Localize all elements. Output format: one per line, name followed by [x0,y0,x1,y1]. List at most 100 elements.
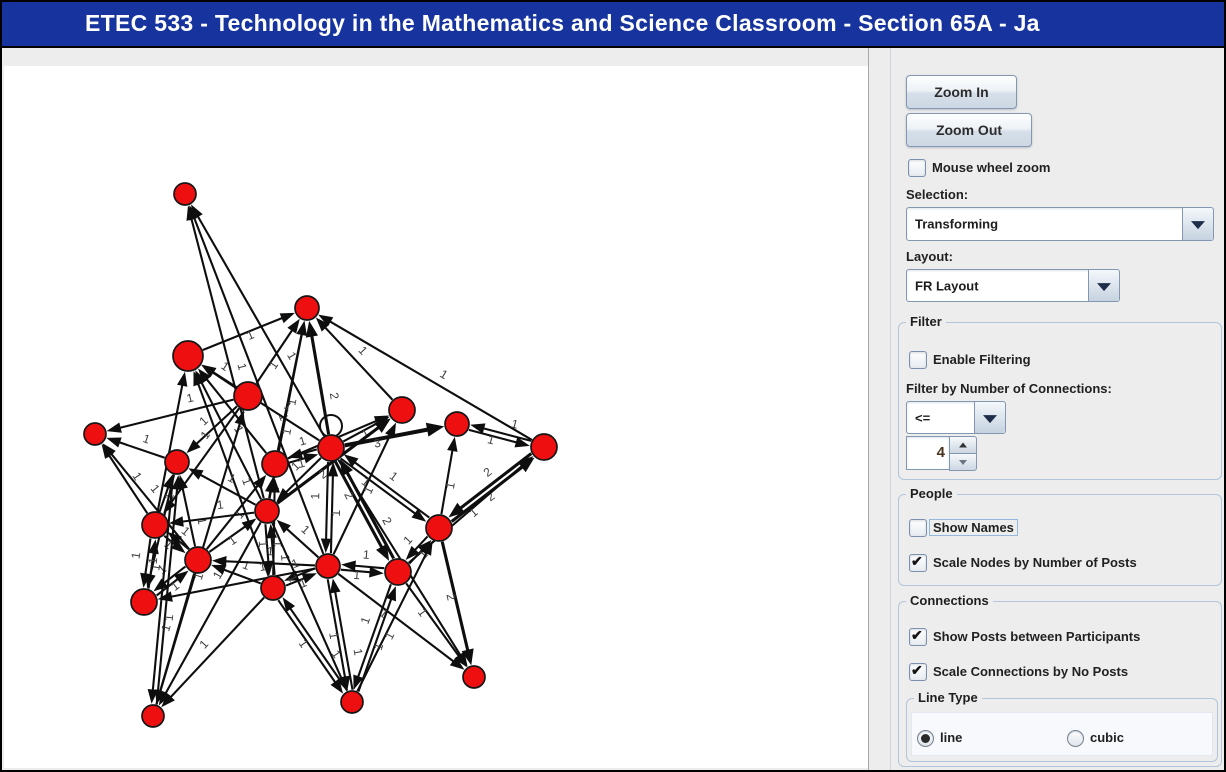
checkbox-icon[interactable] [909,351,927,369]
graph-edge-label: 1 [267,544,275,558]
graph-node[interactable] [340,690,364,714]
graph-edge-label: 1 [191,571,206,582]
graph-node[interactable] [173,182,197,206]
graph-edge-arrow [102,443,116,458]
graph-edge [356,550,429,692]
graph-edge-arrow [385,422,396,438]
graph-edge [294,567,316,578]
checkbox-icon[interactable] [909,553,927,572]
graph-edge-arrow [241,518,257,532]
graph-edge-arrow [305,320,318,338]
graph-node[interactable] [261,450,289,478]
spinner-up-icon[interactable] [949,436,977,454]
graph-node[interactable] [315,553,341,579]
filter-operator-dropdown[interactable]: <= [906,401,1006,434]
graph-node[interactable] [130,588,158,616]
graph-edge [189,216,265,499]
graph-edge [117,398,234,430]
layout-dropdown[interactable]: FR Layout [906,269,1120,302]
checkbox-icon[interactable] [909,519,927,537]
graph-edge-arrow [353,674,364,690]
graph-node[interactable] [530,433,558,461]
zoom-out-button[interactable]: Zoom Out [906,113,1032,147]
graph-edge-arrow [147,689,159,704]
graph-node[interactable] [425,514,453,542]
graph-edge-arrow [161,693,175,708]
graph-node[interactable] [172,340,204,372]
graph-edge-arrow [421,540,433,556]
graph-edge-label: 1 [289,556,301,572]
filter-group: Filter [898,314,1222,480]
zoom-in-button[interactable]: Zoom In [906,75,1017,109]
graph-edge-label: 1 [278,554,293,562]
window-title: ETEC 533 - Technology in the Mathematics… [85,10,1040,36]
graph-edge-label: 1 [162,613,177,621]
graph-edge-label: 1 [371,641,387,652]
graph-node[interactable] [254,498,280,524]
graph-panel[interactable]: 1111211111111111111111213111121121211111… [4,66,869,768]
graph-edge-arrow [176,371,188,387]
graph-edge-arrow [106,437,122,448]
graph-edge-label: 1 [130,470,146,484]
radio-icon[interactable] [917,730,934,747]
graph-edge [440,541,470,654]
checkbox-icon[interactable] [908,159,926,177]
graph-edge-label: 1 [225,470,238,486]
graph-node[interactable] [184,546,212,574]
radio-icon[interactable] [1067,730,1084,747]
spinner-value: 4 [936,444,945,461]
graph-edge [412,535,429,553]
graph-edge-label: 1 [443,481,458,490]
graph-edge [181,485,197,547]
graph-node[interactable] [294,295,320,321]
graph-edge-arrow [186,205,197,221]
checkbox-icon[interactable] [909,662,927,681]
graph-edge [405,582,462,659]
graph-edge [352,460,430,519]
graph-edge [168,596,265,700]
chevron-down-icon[interactable] [1088,270,1119,301]
network-graph[interactable]: 1111211111111111111111213111121121211111… [4,66,868,768]
graph-edge [340,568,373,574]
checkbox-label: Scale Nodes by Number of Posts [933,555,1137,570]
graph-node[interactable] [444,411,470,437]
chevron-down-icon[interactable] [1182,208,1213,240]
graph-node[interactable] [388,396,416,424]
graph-edge-arrow [211,564,227,575]
graph-edge-label: 1 [297,575,309,591]
graph-node[interactable] [233,381,263,411]
selection-label: Selection: [906,187,969,202]
graph-edge-arrow [211,556,227,567]
graph-edge-arrow [287,318,300,334]
graph-edge-arrow [341,560,356,572]
chevron-down-icon[interactable] [974,402,1005,433]
graph-node[interactable] [164,449,190,475]
graph-edge-label: 1 [326,631,341,640]
graph-edge-label: 1 [258,559,268,574]
filter-threshold-spinner[interactable]: 4 [906,436,977,471]
graph-edge-label: 1 [266,358,282,372]
people-group: People [898,486,1222,586]
graph-edge [332,432,393,555]
graph-edge-arrow [411,508,427,522]
graph-node[interactable] [384,558,412,586]
graph-edge-label: 1 [308,492,322,499]
spinner-field[interactable]: 4 [906,436,950,470]
graph-edge [334,460,385,551]
graph-edge-arrow [171,475,183,490]
graph-node[interactable] [462,665,486,689]
graph-node[interactable] [141,511,169,539]
graph-edge-label: 1 [256,540,271,548]
graph-node[interactable] [317,434,345,462]
graph-node[interactable] [83,422,107,446]
spinner-down-icon[interactable] [949,453,977,471]
graph-edge [202,316,285,351]
graph-node[interactable] [141,704,165,728]
selection-dropdown[interactable]: Transforming [906,207,1214,241]
people-group-title: People [906,486,957,501]
graph-node[interactable] [260,575,286,601]
graph-edge-arrow [315,317,330,332]
checkbox-icon[interactable] [909,627,927,646]
graph-edge-arrow [417,540,432,555]
graph-edge-label: 1 [185,390,195,405]
